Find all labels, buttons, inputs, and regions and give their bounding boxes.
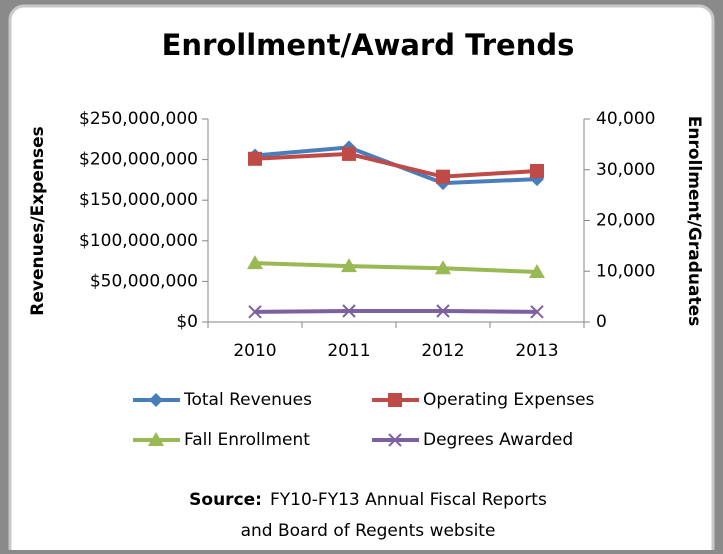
series-line: [254, 151, 538, 179]
marker: [248, 305, 262, 319]
marker: [436, 169, 450, 184]
marker: [529, 264, 545, 279]
marker: [342, 146, 356, 161]
y-tick-label: $200,000,000: [79, 150, 198, 170]
marker: [341, 258, 357, 273]
marker: [149, 393, 163, 407]
x-tick-label: 2011: [327, 341, 370, 361]
source-line: FY10-FY13 Annual Fiscal Reports: [270, 490, 547, 510]
legend-label: Operating Expenses: [423, 390, 595, 410]
y-tick-label: $0: [176, 312, 198, 332]
marker: [388, 433, 402, 447]
source: Source: FY10-FY13 Annual Fiscal Reports: [189, 490, 547, 510]
y2-tick-label: 20,000: [596, 211, 655, 231]
marker: [388, 393, 402, 407]
frame: [8, 4, 715, 554]
y2-tick-label: 10,000: [596, 261, 655, 281]
y2-tick-label: 0: [596, 312, 607, 332]
marker: [435, 260, 451, 275]
marker: [247, 255, 263, 270]
x-tick-label: 2013: [515, 341, 558, 361]
source-label: Source:: [189, 490, 262, 510]
marker: [148, 432, 164, 446]
x-tick-label: 2010: [233, 341, 276, 361]
y2-tick-label: 40,000: [596, 109, 655, 129]
legend-label: Fall Enrollment: [184, 430, 310, 450]
marker: [530, 163, 544, 178]
y2-axis-title: Enrollment/Graduates: [684, 116, 704, 326]
y2-tick-label: 30,000: [596, 160, 655, 180]
series-line: [254, 261, 538, 275]
source-line: and Board of Regents website: [241, 521, 496, 541]
y-axis-title: Revenues/Expenses: [28, 126, 48, 315]
x-tick-label: 2012: [421, 341, 464, 361]
marker: [436, 304, 450, 318]
marker: [342, 304, 356, 318]
marker: [248, 151, 262, 166]
legend-label: Degrees Awarded: [423, 430, 573, 450]
chart-title: Enrollment/Award Trends: [162, 28, 575, 62]
y-tick-label: $150,000,000: [79, 190, 198, 210]
legend-label: Total Revenues: [183, 390, 312, 410]
marker: [530, 305, 544, 319]
y-tick-label: $50,000,000: [90, 271, 198, 291]
series-line: [254, 308, 538, 314]
y-tick-label: $100,000,000: [79, 231, 198, 251]
y-tick-label: $250,000,000: [79, 109, 198, 129]
